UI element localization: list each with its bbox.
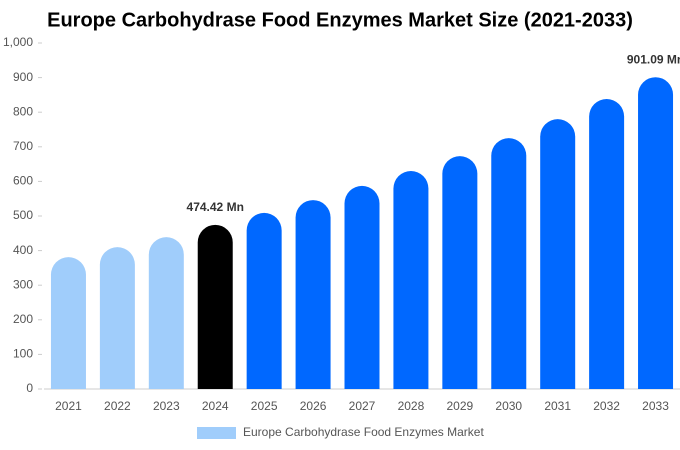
bar xyxy=(540,119,576,390)
value-label: 474.42 Mn xyxy=(187,200,244,214)
chart-title: Europe Carbohydrase Food Enzymes Market … xyxy=(47,9,633,31)
value-label: 901.09 Mn xyxy=(627,52,680,66)
x-tick-label: 2026 xyxy=(300,399,327,413)
y-tick-label: 200 xyxy=(13,312,33,326)
x-tick-label: 2027 xyxy=(349,399,376,413)
bar xyxy=(491,138,527,389)
y-tick-label: 100 xyxy=(13,347,33,361)
x-tick-label: 2025 xyxy=(251,399,278,413)
x-tick-label: 2033 xyxy=(642,399,669,413)
y-tick-label: 500 xyxy=(13,208,33,222)
bar xyxy=(50,257,86,389)
bar xyxy=(344,185,380,389)
y-tick-label: 400 xyxy=(13,243,33,257)
legend-swatch xyxy=(197,427,236,439)
x-tick-label: 2028 xyxy=(398,399,425,413)
x-tick-label: 2029 xyxy=(446,399,473,413)
x-tick-label: 2021 xyxy=(55,399,82,413)
bar xyxy=(295,200,331,389)
y-tick-label: 800 xyxy=(13,104,33,118)
bar xyxy=(442,156,478,389)
bar xyxy=(589,99,625,389)
bar xyxy=(638,77,674,389)
bar xyxy=(246,212,282,389)
bar xyxy=(148,237,184,389)
x-tick-label: 2024 xyxy=(202,399,229,413)
y-tick-label: 700 xyxy=(13,139,33,153)
x-tick-label: 2031 xyxy=(544,399,571,413)
x-tick-label: 2030 xyxy=(495,399,522,413)
bar xyxy=(99,247,135,389)
bar xyxy=(197,224,233,389)
y-tick-label: 0 xyxy=(26,381,33,395)
x-tick-label: 2023 xyxy=(153,399,180,413)
bar xyxy=(393,171,429,389)
x-tick-label: 2032 xyxy=(593,399,620,413)
y-tick-label: 900 xyxy=(13,70,33,84)
x-tick-label: 2022 xyxy=(104,399,131,413)
y-tick-label: 600 xyxy=(13,174,33,188)
legend-label: Europe Carbohydrase Food Enzymes Market xyxy=(243,425,484,439)
y-tick-label: 300 xyxy=(13,277,33,291)
y-tick-label: 1,000 xyxy=(3,35,33,49)
